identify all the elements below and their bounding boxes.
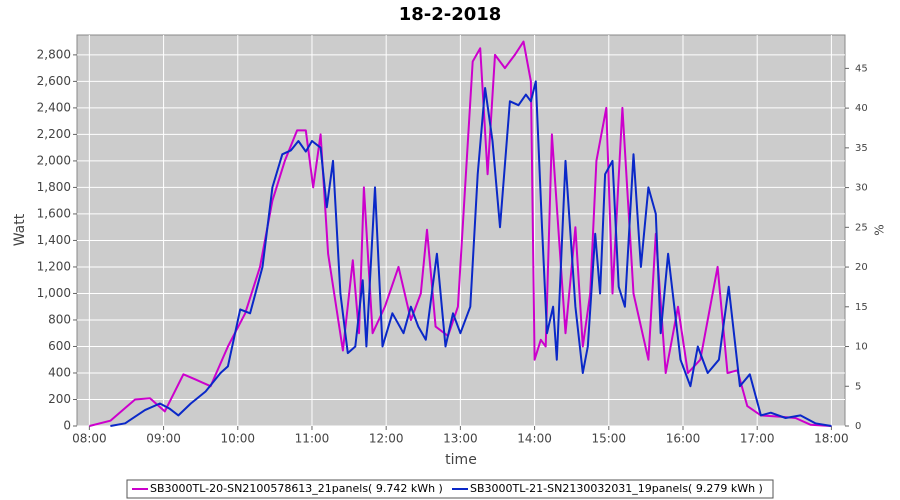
y2-axis-label: % — [873, 224, 887, 235]
y-tick-label: 400 — [48, 365, 71, 379]
x-axis-label: time — [445, 452, 477, 468]
chart-title: 18-2-2018 — [399, 4, 502, 25]
x-tick-label: 13:00 — [443, 432, 478, 446]
y-tick-label: 2,000 — [37, 153, 71, 167]
y2-tick-label: 5 — [855, 381, 861, 392]
y-axis-label: Watt — [12, 213, 28, 246]
y2-tick-label: 10 — [855, 342, 868, 353]
y-tick-label: 1,400 — [37, 233, 71, 247]
x-tick-label: 09:00 — [146, 432, 181, 446]
y2-tick-label: 0 — [855, 421, 861, 432]
y-tick-label: 200 — [48, 392, 71, 406]
y-tick-label: 1,800 — [37, 180, 71, 194]
y-tick-label: 2,400 — [37, 100, 71, 114]
plot-area — [76, 34, 846, 427]
x-tick-label: 10:00 — [220, 432, 255, 446]
y2-tick-label: 40 — [855, 103, 868, 114]
y2-tick-label: 15 — [855, 302, 868, 313]
y-tick-label: 1,000 — [37, 286, 71, 300]
y-tick-label: 2,600 — [37, 74, 71, 88]
y2-tick-label: 45 — [855, 63, 868, 74]
y2-tick-label: 35 — [855, 143, 868, 154]
y-tick-label: 1,600 — [37, 206, 71, 220]
x-tick-label: 11:00 — [295, 432, 330, 446]
legend-label: SB3000TL-20-SN2100578613_21panels( 9.742… — [150, 482, 443, 495]
legend-label: SB3000TL-21-SN2130032031_19panels( 9.279… — [470, 482, 763, 495]
y-tick-label: 600 — [48, 339, 71, 353]
y2-tick-label: 25 — [855, 222, 868, 233]
x-tick-label: 16:00 — [666, 432, 701, 446]
x-tick-label: 12:00 — [369, 432, 404, 446]
y-tick-label: 1,200 — [37, 259, 71, 273]
y2-tick-label: 20 — [855, 262, 868, 273]
x-tick-label: 18:00 — [814, 432, 849, 446]
y-tick-label: 800 — [48, 312, 71, 326]
y-tick-label: 0 — [63, 419, 71, 433]
series-line — [110, 80, 832, 427]
x-tick-label: 08:00 — [72, 432, 107, 446]
legend — [126, 479, 774, 499]
x-tick-label: 17:00 — [740, 432, 775, 446]
y-tick-label: 2,800 — [37, 47, 71, 61]
y2-tick-label: 30 — [855, 183, 868, 194]
x-tick-label: 14:00 — [517, 432, 552, 446]
x-tick-label: 15:00 — [591, 432, 626, 446]
series-line — [89, 40, 832, 427]
y-tick-label: 2,200 — [37, 127, 71, 141]
